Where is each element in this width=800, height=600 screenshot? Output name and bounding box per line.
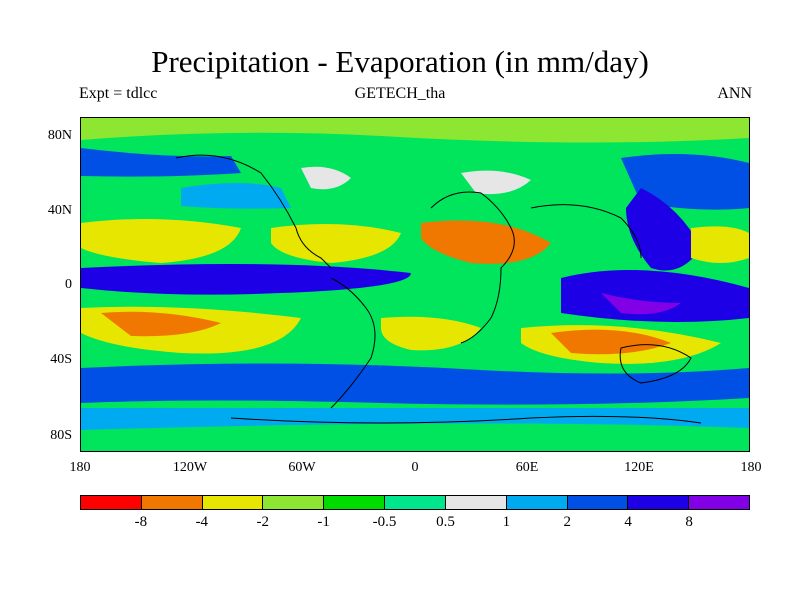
north-pacific-storm-track bbox=[81, 148, 241, 177]
kuroshio bbox=[626, 188, 701, 271]
lon-label-180e: 180 bbox=[740, 460, 762, 475]
itcz-band bbox=[81, 264, 411, 295]
west-pacific-warm-pool bbox=[561, 270, 749, 322]
map-title: Precipitation - Evaporation (in mm/day) bbox=[151, 44, 649, 79]
east-pacific-subtropic bbox=[691, 226, 749, 263]
north-pacific-subtropic bbox=[81, 219, 241, 263]
coastlines bbox=[175, 154, 702, 424]
southern-ocean-moist bbox=[81, 408, 749, 430]
colorbar-segment-6 bbox=[445, 496, 507, 509]
colorbar-level-label: 8 bbox=[685, 514, 693, 530]
colorbar-segment-10 bbox=[689, 496, 749, 509]
field-map bbox=[81, 118, 749, 451]
colorbar-level-label: -2 bbox=[256, 514, 269, 530]
lat-label-80n: 80N bbox=[47, 128, 72, 143]
lon-label-120e: 120E bbox=[624, 460, 654, 475]
colorbar bbox=[80, 495, 750, 510]
colorbar-segment-1 bbox=[141, 496, 203, 509]
colorbar-segment-4 bbox=[324, 496, 386, 509]
south-atlantic-subtropic bbox=[381, 316, 481, 351]
south-pacific-high bbox=[101, 311, 221, 337]
colorbar-segment-0 bbox=[81, 496, 142, 509]
colorbar-segment-7 bbox=[506, 496, 568, 509]
arctic-field bbox=[81, 118, 749, 143]
colorbar-level-label: -8 bbox=[134, 514, 148, 530]
colorbar-level-label: 0.5 bbox=[436, 514, 455, 530]
lon-label-60e: 60E bbox=[515, 460, 539, 475]
colorbar-segment-5 bbox=[385, 496, 446, 509]
greenland-patch bbox=[301, 166, 351, 190]
lon-label-180w: 180 bbox=[69, 460, 91, 475]
lat-label-40n: 40N bbox=[47, 203, 72, 218]
europe-patch bbox=[461, 170, 531, 195]
dataset-label: GETECH_tha bbox=[354, 85, 446, 102]
colorbar-segment-8 bbox=[567, 496, 629, 509]
colorbar-level-label: 2 bbox=[563, 514, 572, 530]
colorbar-level-label: 1 bbox=[502, 514, 511, 530]
colorbar-segment-2 bbox=[202, 496, 264, 509]
lat-label-80s: 80S bbox=[50, 428, 72, 443]
sahara-arabia-high bbox=[421, 220, 551, 264]
south-indian-high bbox=[551, 329, 671, 355]
antarctic-field bbox=[81, 436, 749, 451]
map-plot-area bbox=[80, 117, 750, 452]
lon-label-120w: 120W bbox=[172, 460, 208, 475]
colorbar-level-label: -0.5 bbox=[372, 514, 397, 530]
colorbar-segment-3 bbox=[263, 496, 325, 509]
season-label: ANN bbox=[717, 85, 752, 102]
experiment-label: Expt = tdlcc bbox=[79, 85, 158, 102]
north-america-moist bbox=[181, 183, 291, 209]
lon-label-0: 0 bbox=[411, 460, 419, 475]
maritime-continent bbox=[601, 293, 681, 315]
lon-label-60w: 60W bbox=[288, 460, 316, 475]
colorbar-level-label: 4 bbox=[624, 514, 632, 530]
colorbar-level-label: -1 bbox=[317, 514, 330, 530]
southern-storm-track bbox=[81, 363, 749, 405]
lat-label-0: 0 bbox=[65, 277, 72, 292]
colorbar-level-label: -4 bbox=[195, 514, 209, 530]
north-atlantic-subtropic bbox=[271, 224, 401, 263]
lat-label-40s: 40S bbox=[50, 352, 72, 367]
colorbar-segment-9 bbox=[628, 496, 690, 509]
